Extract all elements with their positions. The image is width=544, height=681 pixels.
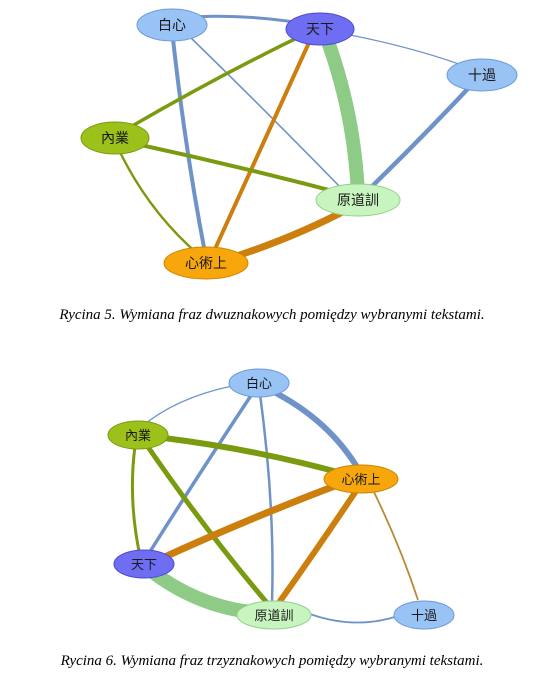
node6-shiguo-ellipse	[393, 600, 455, 630]
node6-yuandaoxun-ellipse	[236, 600, 312, 630]
edge-baixin-yuandaoxun	[184, 31, 346, 193]
figure-5-graph: 白心 天下 十過 內業 原道訓 心術上	[80, 8, 518, 280]
edge-tianxia-xinshushang	[208, 35, 314, 261]
edge-neiye-yuandaoxun	[117, 138, 353, 198]
node6-neiye-ellipse	[107, 420, 169, 450]
edge6-baixin-neiye	[139, 385, 233, 429]
edge6-baixin-xinshushang	[268, 387, 363, 474]
node-baixin-ellipse	[136, 8, 208, 42]
edge-baixin-xinshushang	[170, 29, 208, 259]
node-neiye-label: 內業	[101, 131, 129, 147]
figure-6-graph: 白心 內業 心術上 天下 原道訓 十過	[107, 368, 455, 630]
node-xinshushang: 心術上	[163, 246, 249, 280]
edge-tianxia-yuandaoxun	[319, 33, 365, 197]
node-tianxia-ellipse	[285, 12, 355, 46]
node-shiguo-label: 十過	[468, 68, 496, 84]
node6-baixin: 白心	[228, 368, 290, 398]
node6-shiguo-label: 十過	[411, 609, 437, 624]
edge6-xinshushang-tianxia	[156, 480, 342, 564]
node-yuandaoxun: 原道訓	[315, 183, 401, 217]
edge6-neiye-xinshushang	[163, 435, 353, 479]
edge-tianxia-neiye	[114, 32, 306, 138]
edge6-tianxia-yuandaoxun	[145, 564, 251, 619]
node-yuandaoxun-ellipse	[315, 183, 401, 217]
node6-yuandaoxun-label: 原道訓	[254, 608, 293, 624]
node-baixin: 白心	[136, 8, 208, 42]
node-xinshushang-label: 心術上	[185, 256, 227, 272]
edge6-xinshushang-shiguo	[371, 487, 419, 601]
node-baixin-label: 白心	[158, 18, 186, 34]
node-neiye-ellipse	[80, 121, 150, 155]
node-tianxia-label: 天下	[306, 22, 334, 38]
node-yuandaoxun-label: 原道訓	[337, 193, 379, 209]
edge6-neiye-yuandaoxun	[143, 442, 270, 606]
node-tianxia: 天下	[285, 12, 355, 46]
node6-xinshushang-label: 心術上	[341, 473, 380, 488]
node-shiguo-ellipse	[446, 58, 518, 92]
node-shiguo: 十過	[446, 58, 518, 92]
node6-neiye-label: 內業	[125, 428, 151, 444]
node6-baixin-label: 白心	[246, 376, 272, 392]
node6-tianxia-label: 天下	[131, 558, 157, 573]
node6-tianxia: 天下	[113, 549, 175, 579]
node6-shiguo: 十過	[393, 600, 455, 630]
edge6-neiye-tianxia	[130, 445, 142, 557]
node6-xinshushang: 心術上	[323, 464, 399, 494]
edge-neiye-xinshushang	[116, 147, 206, 261]
edge-shiguo-yuandaoxun	[360, 76, 480, 198]
edge6-yuandaoxun-shiguo	[309, 613, 399, 624]
node6-xinshushang-ellipse	[323, 464, 399, 494]
node6-baixin-ellipse	[228, 368, 290, 398]
edge6-xinshushang-yuandaoxun	[275, 486, 361, 606]
edge6-baixin-tianxia	[144, 393, 254, 559]
node6-neiye: 內業	[107, 420, 169, 450]
node-xinshushang-ellipse	[163, 246, 249, 280]
node6-tianxia-ellipse	[113, 549, 175, 579]
figure-6-caption: Rycina 6. Wymiana fraz trzyznakowych pom…	[60, 653, 484, 669]
node6-yuandaoxun: 原道訓	[236, 600, 312, 630]
node-neiye: 內業	[80, 121, 150, 155]
figure-5-caption: Rycina 5. Wymiana fraz dwuznakowych pomi…	[59, 307, 485, 323]
edge6-baixin-yuandaoxun	[258, 393, 274, 603]
